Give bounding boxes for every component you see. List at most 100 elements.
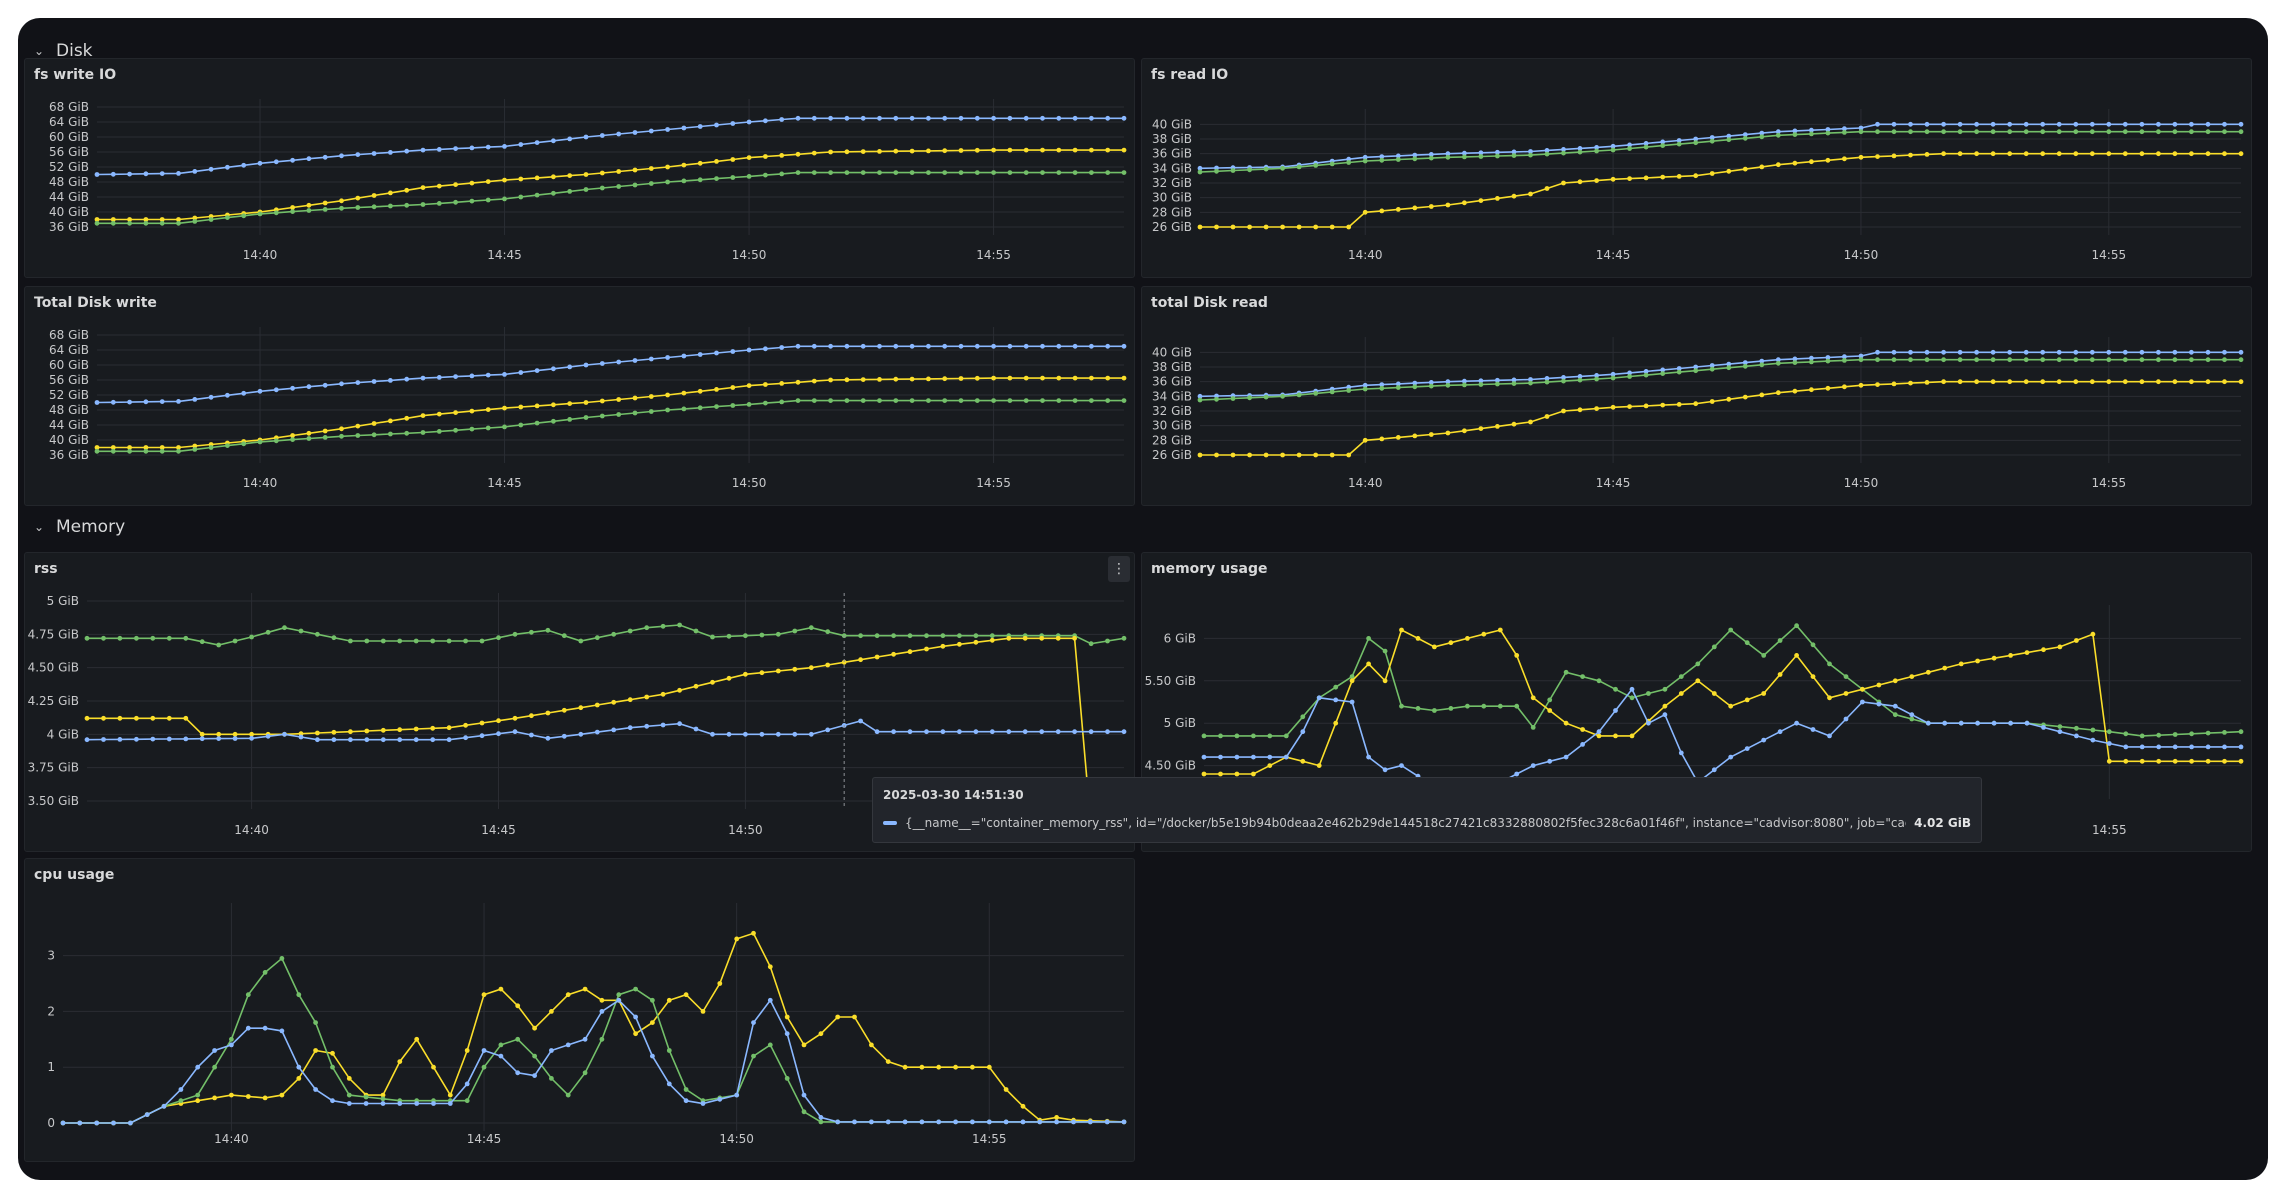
data-point [1214, 396, 1219, 402]
panel-title: fs read IO [1151, 67, 1229, 83]
data-point [1809, 131, 1814, 137]
chart-cpu: 3 2 1 0 14:40 14:45 14:50 14:55 [47, 903, 1127, 1146]
data-point [371, 421, 377, 426]
data-point [958, 170, 964, 175]
data-point [1908, 129, 1913, 135]
data-point [1891, 349, 1897, 355]
data-point [1448, 640, 1454, 646]
data-point [127, 445, 132, 450]
data-point [371, 204, 377, 210]
data-point [616, 397, 622, 402]
data-point [665, 127, 670, 132]
data-point [893, 115, 899, 121]
data-point [697, 124, 703, 129]
data-point [1313, 224, 1319, 230]
data-point [1695, 661, 1701, 667]
data-point [1054, 1115, 1059, 1120]
row-header-disk[interactable]: ⌄ Disk [32, 36, 93, 66]
data-point [1660, 402, 1666, 408]
data-point [1610, 371, 1616, 377]
panel-fs-read-io[interactable]: 40 GiB 38 GiB 36 GiB 34 GiB 32 GiB 30 GiB 28 G… [1141, 58, 2252, 278]
data-point [1218, 771, 1223, 777]
data-point [648, 394, 654, 399]
panel-total-disk-write[interactable]: 68 GiB 64 GiB 60 GiB 56 GiB 52 GiB 48 GiB 44 G… [24, 286, 1135, 506]
data-point [751, 1020, 756, 1025]
data-point [2172, 758, 2178, 764]
y-tick-label: 36 GiB [1152, 375, 1192, 389]
data-point [1759, 130, 1765, 136]
data-point [734, 1092, 740, 1098]
y-tick-label: 32 GiB [1152, 176, 1192, 190]
y-tick-label: 44 GiB [49, 418, 89, 432]
data-point [693, 628, 699, 634]
y-tick-label: 48 GiB [49, 175, 89, 189]
panel-cpu-usage[interactable]: 3 2 1 0 14:40 14:45 14:50 14:55 cpu usage [24, 858, 1135, 1162]
data-point [792, 731, 798, 737]
data-point [1197, 165, 1203, 171]
data-point [1693, 364, 1699, 370]
data-point [481, 992, 487, 998]
data-point [763, 118, 768, 124]
data-point [290, 205, 295, 210]
data-point [1478, 426, 1484, 431]
data-point [127, 217, 132, 222]
series-green [94, 398, 1127, 454]
panel-menu-button[interactable]: ⋮ [1108, 556, 1130, 582]
data-point [322, 200, 328, 206]
data-point [101, 715, 106, 721]
panel-fs-write-io[interactable]: 68 GiB 64 GiB 60 GiB 56 GiB 52 GiB 48 GiB 44 G… [24, 58, 1135, 278]
y-tick-label: 3.75 GiB [28, 761, 79, 775]
data-point [632, 410, 638, 416]
series-blue [94, 115, 1127, 177]
data-point [502, 372, 507, 377]
chevron-down-icon[interactable]: ⌄ [33, 44, 45, 58]
data-point [397, 1101, 403, 1106]
data-point [2205, 379, 2211, 385]
data-point [1234, 733, 1240, 739]
data-point [1660, 139, 1666, 145]
data-point [1481, 703, 1487, 709]
data-point [907, 633, 913, 639]
data-point [195, 1098, 201, 1104]
panel-total-disk-read[interactable]: 40 GiB 38 GiB 36 GiB 34 GiB 32 GiB 30 GiB 28 G… [1141, 286, 2252, 506]
data-point [306, 430, 312, 436]
data-point [2123, 744, 2129, 750]
data-point [1908, 121, 1913, 127]
data-point [1709, 399, 1715, 404]
data-point [909, 148, 915, 154]
data-point [502, 424, 507, 430]
data-point [779, 345, 785, 350]
data-point [942, 343, 948, 349]
data-point [2222, 379, 2227, 385]
data-point [498, 1042, 504, 1048]
series-line [86, 720, 1124, 741]
data-point [1742, 135, 1748, 141]
y-tick-label: 4.75 GiB [28, 627, 79, 641]
series-line [87, 624, 1125, 646]
dashboard: ⌄ Disk 68 GiB 64 GiB 60 GiB 56 GiB 52 GiB 48 … [18, 18, 2268, 1180]
data-point [1333, 684, 1339, 690]
chevron-down-icon[interactable]: ⌄ [33, 520, 45, 534]
data-point [143, 217, 149, 222]
data-point [1346, 452, 1352, 458]
data-point [909, 170, 915, 175]
data-point [885, 1059, 891, 1064]
data-point [1775, 360, 1781, 366]
data-point [860, 149, 866, 154]
data-point [485, 425, 491, 431]
data-point [110, 217, 116, 222]
data-point [1726, 361, 1732, 367]
data-point [363, 1101, 369, 1106]
data-point [1105, 375, 1111, 381]
data-point [322, 382, 328, 388]
data-point [298, 628, 304, 634]
data-point [611, 727, 617, 733]
data-point [2089, 357, 2095, 363]
y-tick-label: 0 [47, 1116, 55, 1130]
data-point [1974, 129, 1979, 135]
data-point [1742, 360, 1748, 365]
data-point [1792, 388, 1798, 394]
data-point [565, 1092, 571, 1098]
data-point [1214, 452, 1219, 458]
row-header-memory[interactable]: ⌄ Memory [32, 512, 125, 542]
